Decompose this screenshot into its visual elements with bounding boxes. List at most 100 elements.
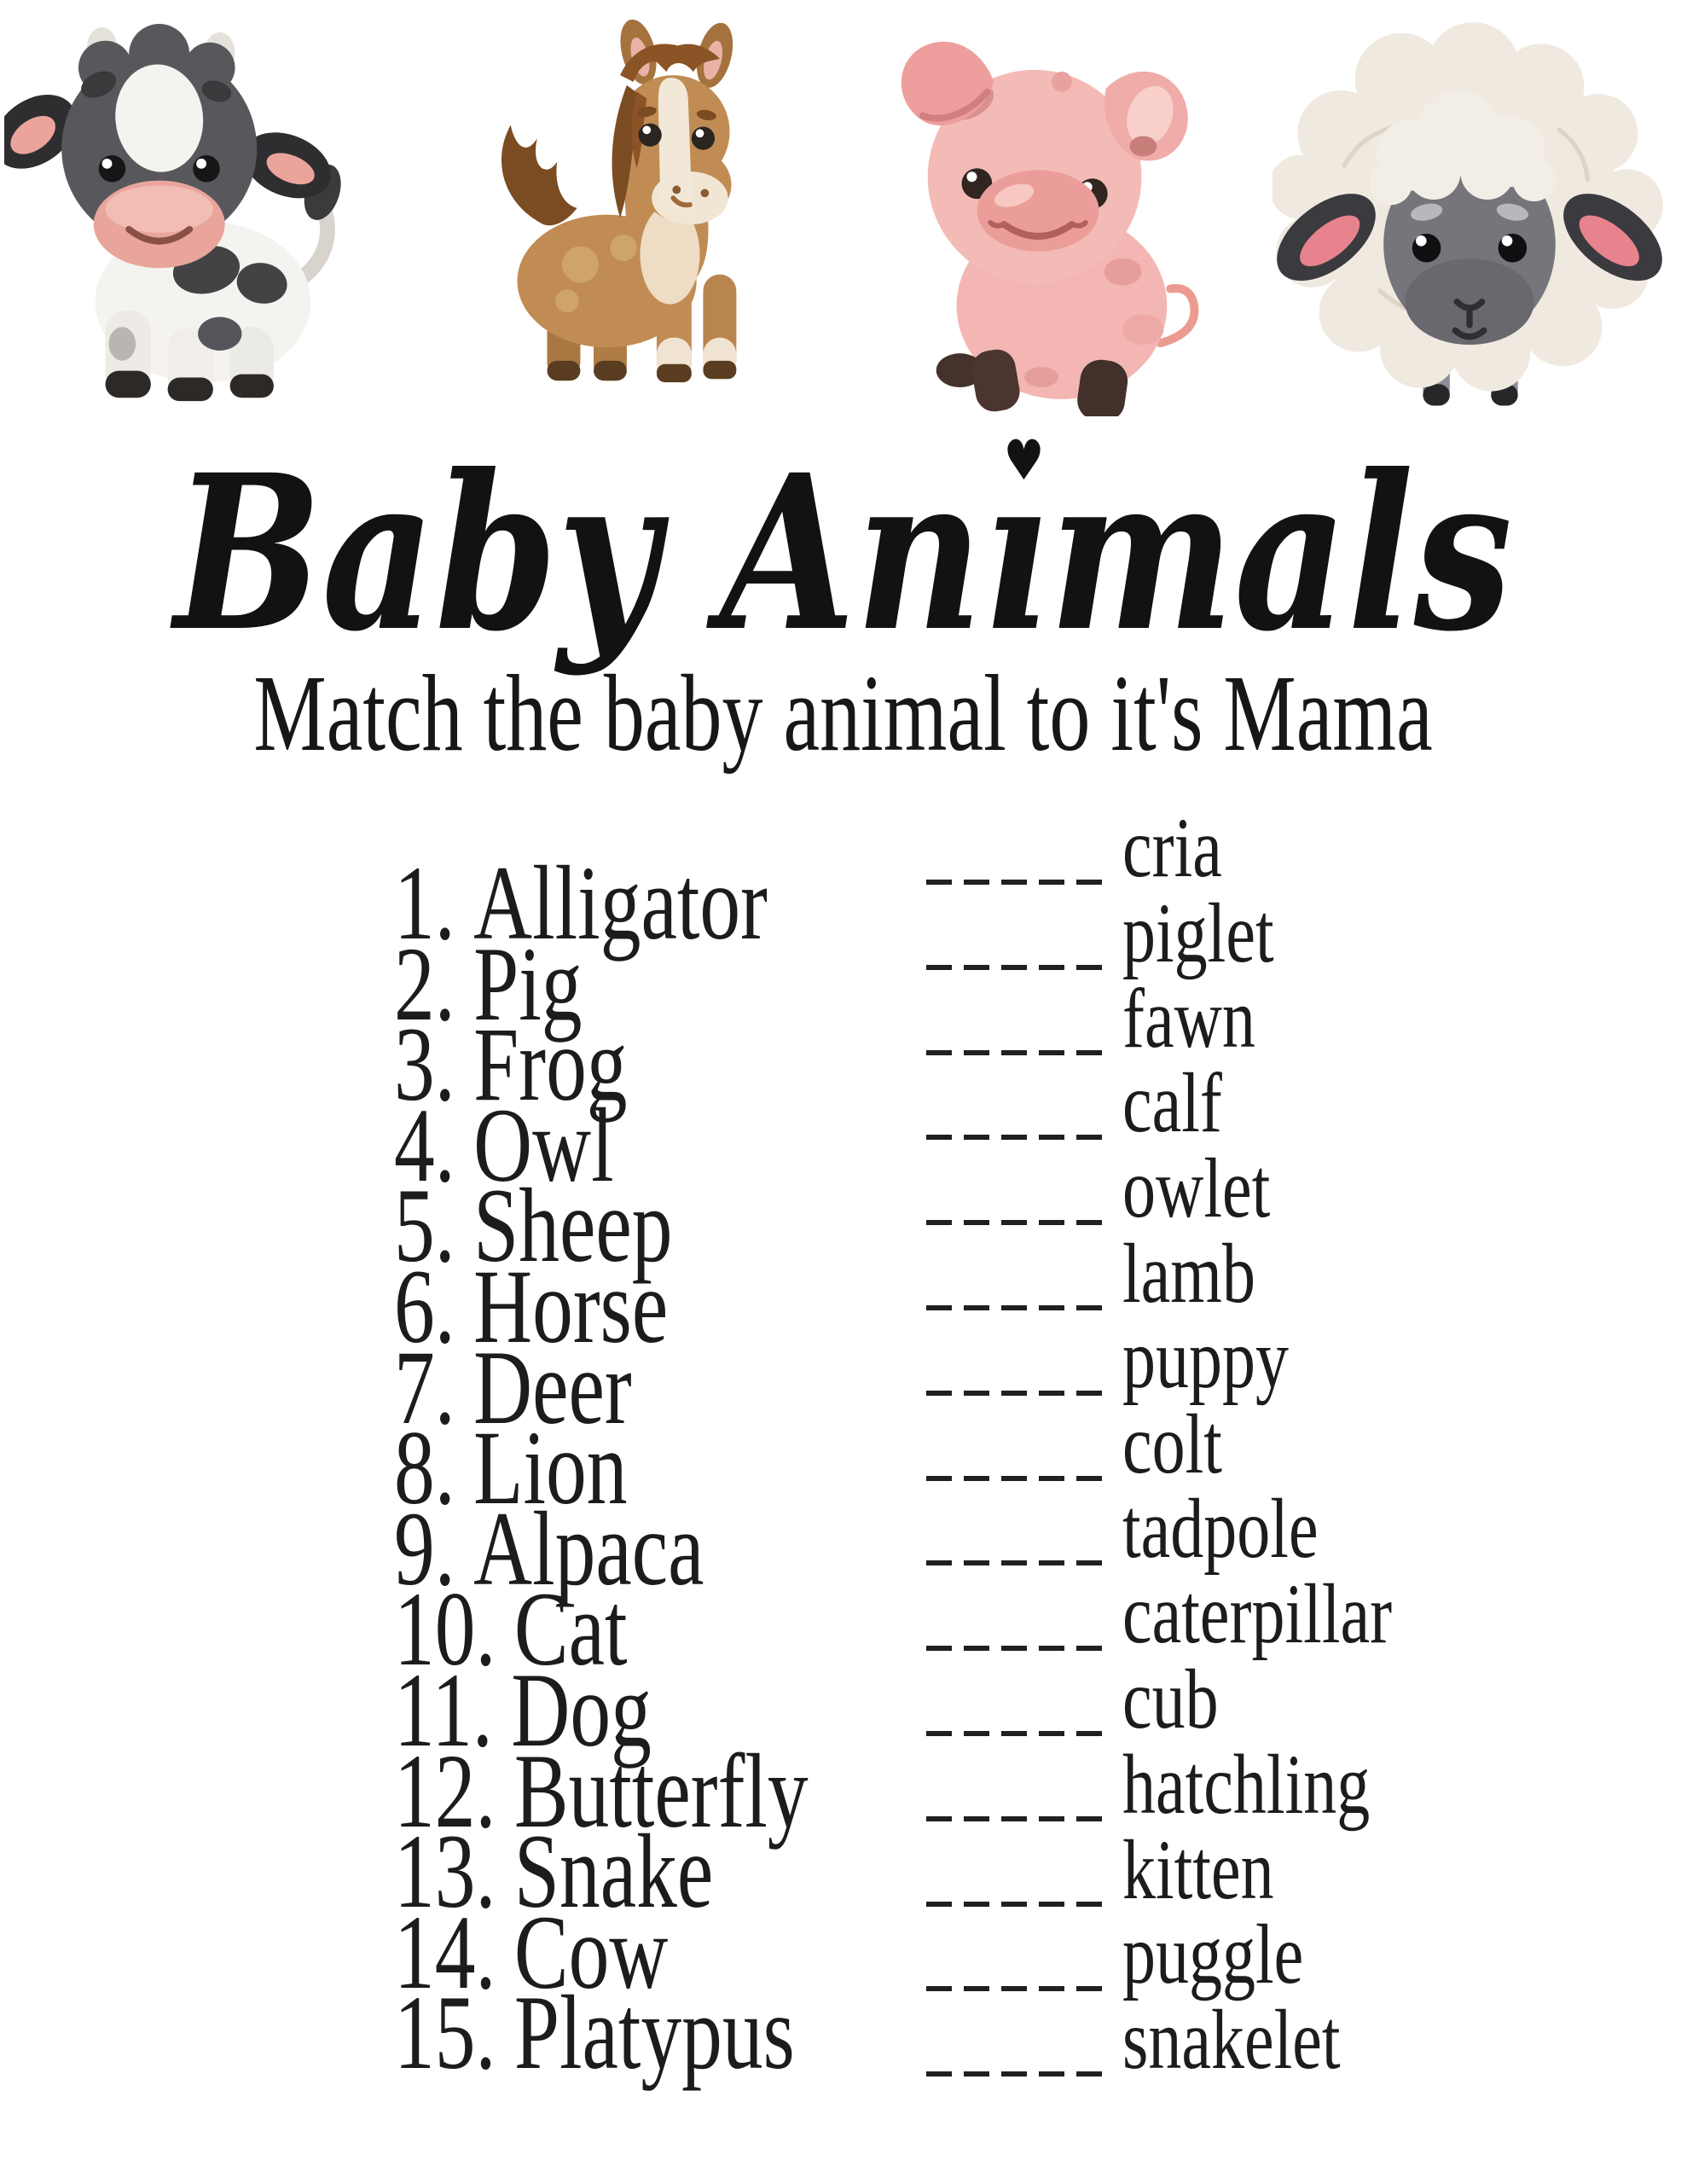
title-part-post: mals — [1049, 427, 1513, 678]
answer-blank[interactable] — [926, 1304, 1102, 1310]
mother-name: Cow — [513, 1893, 669, 2011]
mother-name: Cat — [513, 1571, 628, 1688]
mother-text: 2. Pig — [394, 931, 583, 1037]
mother-number: 2. — [394, 925, 455, 1043]
answer-blank[interactable] — [926, 1560, 1102, 1566]
mother-text: 8. Lion — [394, 1415, 628, 1521]
page-title: Baby An ♥ ımals — [0, 428, 1687, 677]
baby-item: hatchling — [926, 1736, 1468, 1832]
mother-text: 6. Horse — [394, 1253, 668, 1359]
baby-item: calf — [926, 1060, 1468, 1146]
page-title-text: Baby An ♥ ımals — [175, 428, 1513, 677]
answer-blank[interactable] — [926, 880, 1102, 885]
baby-item: piglet — [926, 885, 1468, 980]
mother-name: Owl — [473, 1086, 614, 1204]
answer-blank[interactable] — [926, 1049, 1102, 1055]
mother-item: 9. Alpaca — [394, 1496, 932, 1601]
babies-list: cria piglet fawn calf owlet lamb puppy colt tadp… — [926, 805, 1468, 2082]
baby-name: snakelet — [1122, 1992, 1341, 2088]
mother-item: 11. Dog — [394, 1657, 932, 1763]
mother-text: 5. Sheep — [394, 1173, 673, 1279]
mother-number: 8. — [394, 1409, 455, 1527]
mother-item: 6. Horse — [394, 1253, 932, 1359]
baby-name: fawn — [1122, 970, 1255, 1066]
baby-item: colt — [926, 1396, 1468, 1491]
mother-item: 4. Owl — [394, 1092, 932, 1198]
baby-item: puggle — [926, 1912, 1468, 1997]
baby-name: puppy — [1122, 1310, 1289, 1406]
mother-name: Lion — [473, 1409, 628, 1527]
subtitle: Match the baby animal to it's Mama — [253, 653, 1434, 774]
baby-item: fawn — [926, 970, 1468, 1066]
title-part-pre: Baby An — [174, 427, 983, 678]
baby-name: tadpole — [1122, 1481, 1319, 1577]
mother-name: Alpaca — [473, 1490, 704, 1607]
mother-name: Butterfly — [513, 1732, 809, 1850]
mother-text: 15. Platypus — [394, 1980, 795, 2086]
baby-name: piglet — [1122, 885, 1274, 980]
mother-item: 8. Lion — [394, 1415, 932, 1521]
mother-number: 10. — [394, 1571, 496, 1688]
mother-text: 3. Frog — [394, 1012, 628, 1118]
cow-calf-illustration — [4, 24, 341, 402]
mother-number: 13. — [394, 1813, 496, 1931]
mother-item: 5. Sheep — [394, 1173, 932, 1279]
mother-name: Platypus — [513, 1974, 795, 2092]
baby-item: snakelet — [926, 1997, 1468, 2082]
answer-blank[interactable] — [926, 1220, 1102, 1226]
baby-item: puppy — [926, 1316, 1468, 1402]
mother-text: 12. Butterfly — [394, 1738, 809, 1844]
mother-number: 14. — [394, 1893, 496, 2011]
mother-text: 14. Cow — [394, 1899, 668, 2005]
answer-blank[interactable] — [926, 1390, 1102, 1396]
mother-number: 12. — [394, 1732, 496, 1850]
mother-number: 7. — [394, 1328, 455, 1446]
baby-name: colt — [1122, 1396, 1222, 1491]
mother-item: 14. Cow — [394, 1899, 932, 2005]
mother-text: 9. Alpaca — [394, 1496, 704, 1601]
mother-text: 13. Snake — [394, 1819, 713, 1925]
mother-number: 6. — [394, 1247, 455, 1365]
baby-name: hatchling — [1122, 1736, 1371, 1832]
answer-blank[interactable] — [926, 1815, 1102, 1821]
mother-text: 10. Cat — [394, 1577, 628, 1682]
answer-blank[interactable] — [926, 1730, 1102, 1736]
baby-name: calf — [1122, 1055, 1222, 1151]
baby-item: cub — [926, 1657, 1468, 1742]
answer-blank[interactable] — [926, 1646, 1102, 1652]
baby-item: caterpillar — [926, 1571, 1468, 1657]
baby-name: kitten — [1122, 1821, 1274, 1917]
baby-name: lamb — [1122, 1225, 1255, 1321]
mother-number: 1. — [394, 845, 455, 961]
mother-item: 15. Platypus — [394, 1980, 932, 2086]
answer-blank[interactable] — [926, 964, 1102, 970]
mother-name: Frog — [473, 1006, 628, 1124]
mother-item: 12. Butterfly — [394, 1738, 932, 1844]
title-letter-i: ♥ ı — [983, 428, 1050, 677]
baby-name: owlet — [1122, 1141, 1271, 1236]
answer-blank[interactable] — [926, 2071, 1102, 2077]
mother-number: 9. — [394, 1490, 455, 1607]
mother-item: 7. Deer — [394, 1334, 932, 1440]
mother-name: Pig — [473, 925, 583, 1043]
mother-name: Alligator — [473, 845, 768, 961]
baby-name: cub — [1122, 1651, 1219, 1746]
mother-item: 13. Snake — [394, 1819, 932, 1925]
answer-blank[interactable] — [926, 1901, 1102, 1907]
baby-name: caterpillar — [1122, 1566, 1393, 1662]
answer-blank[interactable] — [926, 1135, 1102, 1141]
mother-name: Deer — [473, 1328, 632, 1446]
heart-dot-icon: ♥ — [1003, 428, 1045, 493]
mother-item: 10. Cat — [394, 1577, 932, 1682]
mother-item: 1. Alligator — [394, 851, 932, 956]
mother-number: 15. — [394, 1974, 496, 2092]
baby-item: owlet — [926, 1146, 1468, 1231]
baby-item: tadpole — [926, 1486, 1468, 1571]
answer-blank[interactable] — [926, 1986, 1102, 1992]
answer-blank[interactable] — [926, 1475, 1102, 1481]
mother-number: 3. — [394, 1006, 455, 1124]
baby-name: puggle — [1122, 1907, 1304, 2002]
mother-number: 4. — [394, 1086, 455, 1204]
mothers-list: 1. Alligator 2. Pig 3. Frog 4. Owl 5. Sheep 6. Hors… — [394, 851, 932, 2086]
mother-item: 2. Pig — [394, 931, 932, 1037]
